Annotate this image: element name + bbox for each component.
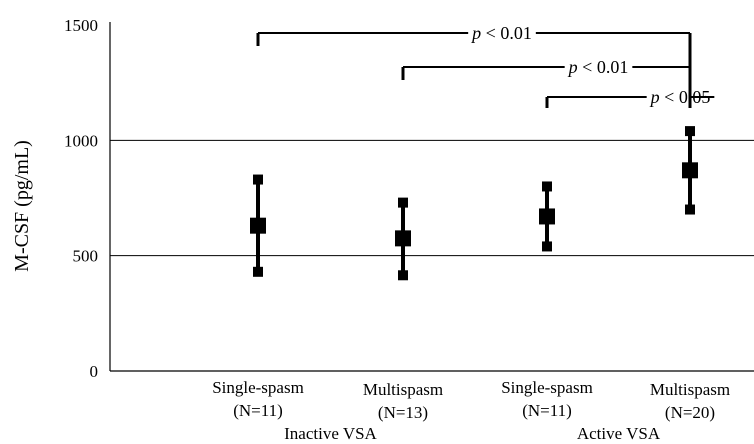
mean-marker xyxy=(395,230,411,247)
x-category-label: Multispasm xyxy=(650,380,730,399)
significance-layer xyxy=(256,32,715,108)
x-category-label: Multispasm xyxy=(363,380,443,399)
significance-label: p < 0.05 xyxy=(649,87,711,107)
x-category-count: (N=11) xyxy=(233,401,283,420)
error-bar-lower-cap xyxy=(398,270,408,281)
error-bar-upper-cap xyxy=(398,197,408,208)
x-category-label: Single-spasm xyxy=(501,378,593,397)
x-group-label: Inactive VSA xyxy=(284,424,377,443)
x-category-label: Single-spasm xyxy=(212,378,304,397)
mean-marker xyxy=(250,217,266,234)
x-group-label: Active VSA xyxy=(577,424,661,443)
y-tick-label: 1500 xyxy=(64,16,98,35)
error-bar-lower-cap xyxy=(253,266,263,277)
x-category-count: (N=13) xyxy=(378,403,428,422)
axis-layer: 0 500 1000 1500 xyxy=(64,16,754,381)
y-tick-label: 500 xyxy=(73,247,99,266)
grid-layer xyxy=(110,139,754,257)
mean-marker xyxy=(682,162,698,179)
significance-label: p < 0.01 xyxy=(567,57,629,77)
y-axis-label: M-CSF (pg/mL) xyxy=(11,140,33,272)
errorbar-layer xyxy=(250,126,698,281)
significance-label: p < 0.01 xyxy=(470,23,532,43)
error-bar-lower-cap xyxy=(685,204,695,215)
error-bar-lower-cap xyxy=(542,241,552,252)
x-category-count: (N=20) xyxy=(665,403,715,422)
error-bar-upper-cap xyxy=(685,126,695,137)
label-layer: p < 0.01 p < 0.01 p < 0.05 Single-spasm (N=1… xyxy=(212,23,730,443)
mean-marker xyxy=(539,208,555,225)
y-tick-label: 0 xyxy=(90,362,99,381)
error-bar-upper-cap xyxy=(542,181,552,192)
error-bar-upper-cap xyxy=(253,174,263,185)
x-category-count: (N=11) xyxy=(522,401,572,420)
y-tick-label: 1000 xyxy=(64,131,98,150)
